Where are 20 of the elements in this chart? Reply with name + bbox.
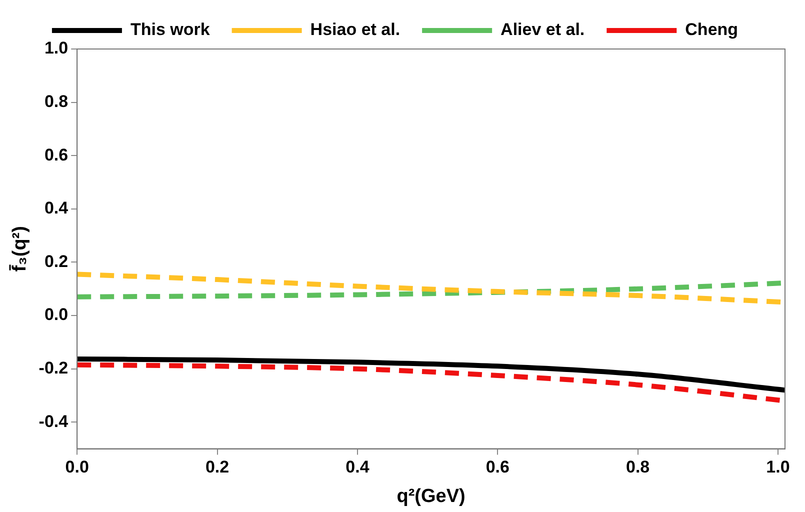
legend-label: Aliev et al. <box>500 20 585 40</box>
y-tick-label: -0.4 <box>38 412 69 431</box>
x-tick-label: 0.6 <box>486 458 510 477</box>
legend-label: This work <box>130 20 210 40</box>
y-tick-label: 0.6 <box>44 145 68 164</box>
y-axis-title: f̄₃(q²) <box>9 226 31 272</box>
x-tick-label: 1.0 <box>766 458 790 477</box>
x-tick-label: 0.2 <box>205 458 230 477</box>
legend-label: Hsiao et al. <box>310 20 400 40</box>
y-tick-label: 1.0 <box>44 38 68 58</box>
y-tick-label: 0.4 <box>44 198 69 218</box>
y-tick-label: 0.2 <box>44 252 68 271</box>
y-tick-label: 0.8 <box>44 92 68 111</box>
y-tick-label: 0.0 <box>44 305 68 324</box>
y-tick-label: -0.2 <box>38 358 68 378</box>
x-tick-label: 0.0 <box>65 458 89 477</box>
x-tick-label: 0.4 <box>346 458 370 477</box>
x-tick-label: 0.8 <box>626 458 650 477</box>
x-axis-title: q²(GeV) <box>396 486 466 507</box>
legend-label: Cheng <box>685 20 738 40</box>
